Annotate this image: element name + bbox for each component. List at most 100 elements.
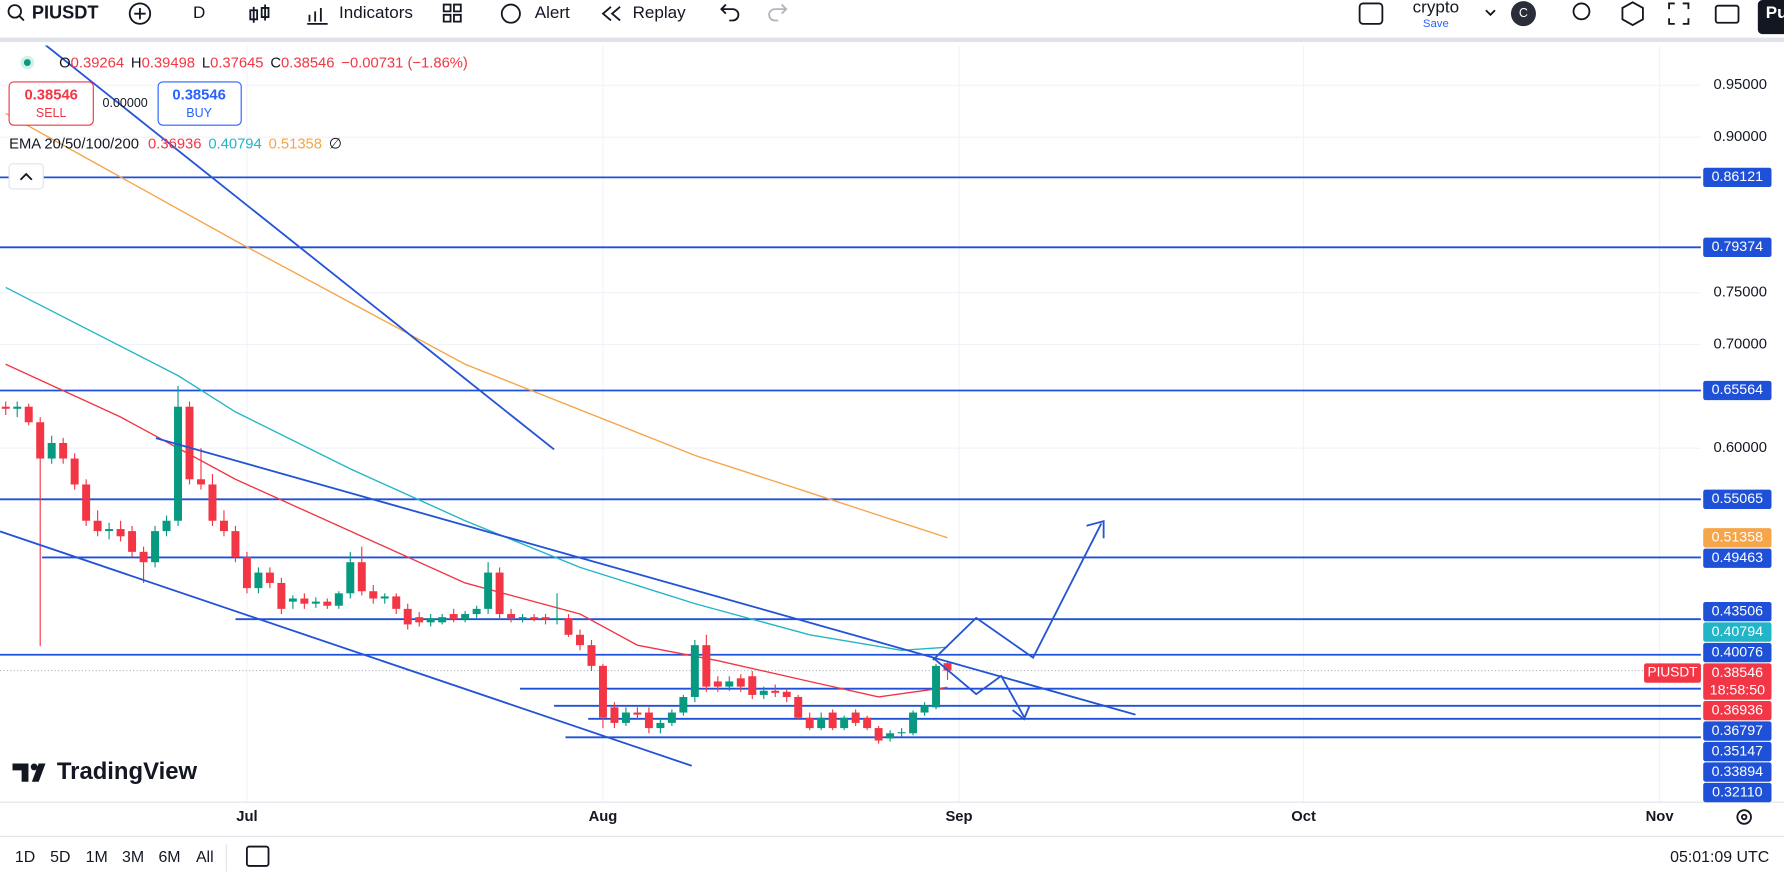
range-button[interactable]: 1M bbox=[86, 849, 108, 866]
price-label: 0.32110 bbox=[1712, 784, 1762, 800]
bearish-projection bbox=[932, 657, 1031, 721]
candle-body bbox=[128, 531, 137, 552]
alert-button[interactable]: Alert bbox=[535, 3, 570, 22]
trend-line bbox=[155, 437, 1136, 716]
candle-body bbox=[461, 614, 470, 620]
candle-body bbox=[576, 634, 584, 646]
replay-icon bbox=[601, 6, 621, 22]
candle-body bbox=[36, 422, 45, 459]
x-tick-label: Aug bbox=[589, 809, 618, 825]
collapse-legend[interactable] bbox=[8, 163, 44, 190]
change-value: −0.00731 (−1.86%) bbox=[341, 56, 468, 72]
range-button[interactable]: 3M bbox=[122, 849, 144, 866]
sell-button[interactable] bbox=[8, 81, 94, 126]
candle-body bbox=[667, 712, 676, 723]
open-value: 0.39264 bbox=[71, 56, 124, 72]
candle-body bbox=[897, 732, 906, 734]
clock[interactable]: 05:01:09 UTC bbox=[1670, 849, 1769, 866]
logo-text: TradingView bbox=[57, 758, 198, 785]
price-label: 0.55065 bbox=[1712, 491, 1763, 507]
indicators-icon bbox=[307, 7, 328, 25]
candle-body bbox=[116, 529, 125, 537]
x-tick-label: Nov bbox=[1646, 809, 1675, 825]
price-label: 0.79374 bbox=[1712, 239, 1763, 255]
low-value: 0.37645 bbox=[210, 56, 263, 72]
publish-label: Pu bbox=[1766, 3, 1784, 22]
candle-body bbox=[403, 608, 412, 625]
drawings bbox=[0, 45, 1136, 767]
buy-button[interactable] bbox=[157, 81, 242, 126]
candle-body bbox=[782, 691, 791, 697]
fullscreen-button[interactable] bbox=[1668, 2, 1690, 25]
price-label: 0.43506 bbox=[1712, 603, 1763, 619]
candle-body bbox=[93, 520, 102, 532]
candle-body bbox=[288, 598, 297, 602]
candle-body bbox=[380, 596, 389, 599]
redo-button[interactable] bbox=[768, 3, 788, 22]
range-button[interactable]: 1D bbox=[15, 849, 35, 866]
candle-body bbox=[357, 562, 366, 592]
candle-body bbox=[219, 520, 228, 532]
candle-body bbox=[690, 645, 699, 697]
buy-label: BUY bbox=[186, 106, 212, 120]
candle-body bbox=[656, 722, 665, 729]
goto-date-button[interactable] bbox=[245, 845, 270, 867]
candle-body bbox=[725, 681, 734, 687]
layout-menu[interactable] bbox=[1485, 9, 1496, 17]
layouts-button[interactable] bbox=[442, 3, 462, 23]
price-label: 0.49463 bbox=[1712, 550, 1763, 566]
candle-body bbox=[392, 596, 401, 609]
save-button[interactable]: Save bbox=[1423, 18, 1449, 30]
add-symbol-button[interactable] bbox=[128, 2, 152, 25]
layout-name[interactable]: crypto bbox=[1413, 0, 1459, 16]
avatar[interactable] bbox=[1510, 1, 1536, 27]
publish-button[interactable] bbox=[1757, 0, 1784, 35]
sell-price: 0.38546 bbox=[24, 87, 77, 103]
candle-body bbox=[449, 614, 458, 620]
price-label: 0.86121 bbox=[1712, 169, 1763, 185]
price-label-box bbox=[1703, 762, 1772, 782]
collapse-icon bbox=[19, 172, 33, 181]
undo-button[interactable] bbox=[720, 3, 740, 22]
price-label-box bbox=[1703, 741, 1772, 762]
candle-body bbox=[840, 717, 849, 729]
candle-body bbox=[70, 458, 79, 485]
add-icon bbox=[134, 7, 146, 20]
bullish-projection bbox=[932, 519, 1105, 661]
chart-type-button[interactable] bbox=[249, 4, 270, 23]
range-button[interactable]: All bbox=[196, 849, 214, 866]
candle-body bbox=[369, 591, 378, 599]
indicators-button[interactable]: Indicators bbox=[339, 3, 413, 22]
candle-body bbox=[151, 531, 160, 563]
candle-body bbox=[932, 665, 941, 708]
layout-icon[interactable] bbox=[1358, 2, 1384, 25]
candle-body bbox=[851, 712, 860, 723]
snapshot-button[interactable] bbox=[1714, 4, 1740, 24]
price-label: 0.36936 bbox=[1712, 702, 1763, 718]
y-tick-label: 0.70000 bbox=[1713, 336, 1766, 352]
candle-body bbox=[909, 712, 918, 734]
axis-settings[interactable] bbox=[1736, 809, 1752, 825]
search-icon[interactable] bbox=[7, 4, 22, 19]
candle-body bbox=[886, 733, 895, 739]
symbol[interactable]: PIUSDT bbox=[32, 2, 99, 22]
candle-body bbox=[185, 406, 194, 480]
range-button[interactable]: 5D bbox=[50, 849, 70, 866]
price-label-box bbox=[1703, 721, 1772, 741]
x-tick-label: Oct bbox=[1291, 809, 1316, 825]
candle-body bbox=[794, 696, 803, 718]
logo-mark bbox=[12, 763, 46, 782]
quick-search[interactable] bbox=[1572, 2, 1591, 21]
replay-button[interactable]: Replay bbox=[633, 3, 687, 22]
candle-body bbox=[472, 608, 481, 615]
price-label: 0.38546 bbox=[1712, 665, 1763, 681]
candle-body bbox=[24, 406, 33, 423]
candle-body bbox=[415, 617, 424, 623]
x-tick-label: Sep bbox=[945, 809, 972, 825]
candle-body bbox=[863, 717, 872, 729]
settings-button[interactable] bbox=[1621, 1, 1644, 27]
candle-body bbox=[713, 681, 722, 687]
interval[interactable]: D bbox=[193, 3, 205, 22]
range-button[interactable]: 6M bbox=[158, 849, 180, 866]
